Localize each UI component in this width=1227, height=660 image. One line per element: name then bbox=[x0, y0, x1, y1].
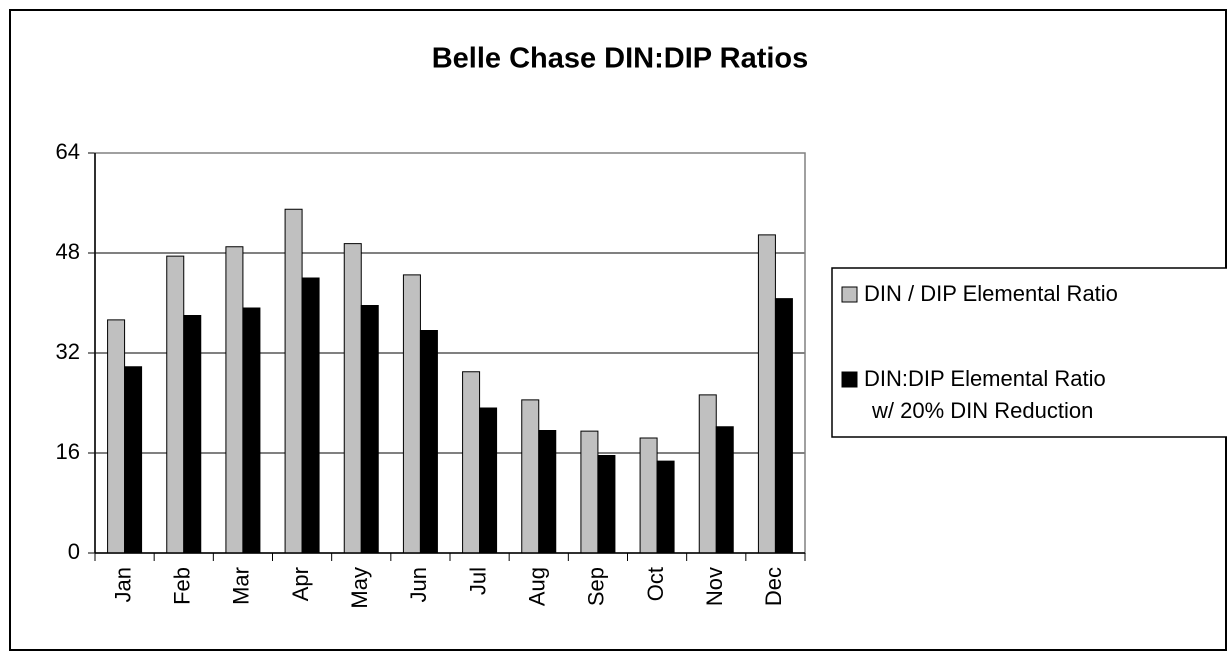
bar bbox=[402, 274, 421, 554]
x-tick-label: Jul bbox=[465, 567, 490, 595]
legend-swatch bbox=[841, 371, 858, 388]
x-tick-label: Mar bbox=[229, 567, 254, 605]
legend-label: DIN:DIP Elemental Ratio w/ 20% DIN Reduct… bbox=[864, 366, 1106, 423]
bar bbox=[774, 298, 793, 554]
bar bbox=[656, 460, 675, 554]
bar bbox=[639, 437, 658, 554]
chart-title: Belle Chase DIN:DIP Ratios bbox=[432, 43, 809, 75]
legend-line: DIN:DIP Elemental Ratio bbox=[864, 366, 1106, 391]
legend-box bbox=[831, 267, 1227, 438]
y-tick-label: 32 bbox=[56, 339, 80, 364]
legend-swatch bbox=[841, 286, 858, 303]
bar bbox=[301, 277, 320, 554]
bar bbox=[580, 430, 599, 554]
legend-label: DIN / DIP Elemental Ratio bbox=[864, 281, 1118, 306]
bar bbox=[462, 371, 481, 554]
x-tick-label: Aug bbox=[525, 567, 550, 606]
x-tick-label: Nov bbox=[702, 567, 727, 606]
y-tick-label: 64 bbox=[56, 139, 80, 164]
bar bbox=[715, 426, 734, 554]
bar bbox=[419, 330, 438, 554]
x-tick-label: Dec bbox=[761, 567, 786, 606]
bar bbox=[538, 430, 557, 554]
bar bbox=[183, 315, 202, 554]
bar bbox=[343, 243, 362, 554]
legend-line: w/ 20% DIN Reduction bbox=[871, 398, 1093, 423]
x-tick-label: Feb bbox=[170, 567, 195, 605]
bar bbox=[242, 307, 261, 554]
x-tick-label: May bbox=[347, 567, 372, 609]
x-tick-label: Jan bbox=[110, 567, 135, 602]
bar bbox=[360, 305, 379, 554]
x-tick-label: Jun bbox=[406, 567, 431, 602]
bar bbox=[225, 246, 244, 554]
bar bbox=[107, 319, 126, 554]
x-tick-label: Sep bbox=[584, 567, 609, 606]
y-tick-label: 0 bbox=[68, 539, 80, 564]
y-tick-label: 16 bbox=[56, 439, 80, 464]
bar bbox=[698, 394, 717, 554]
y-tick-label: 48 bbox=[56, 239, 80, 264]
bar bbox=[166, 255, 185, 554]
bar bbox=[479, 407, 498, 554]
bar bbox=[757, 234, 776, 554]
x-tick-label: Oct bbox=[643, 567, 668, 601]
bar bbox=[597, 455, 616, 554]
bar bbox=[124, 366, 143, 554]
bar bbox=[521, 399, 540, 554]
x-tick-label: Apr bbox=[288, 567, 313, 601]
bar bbox=[284, 208, 303, 554]
